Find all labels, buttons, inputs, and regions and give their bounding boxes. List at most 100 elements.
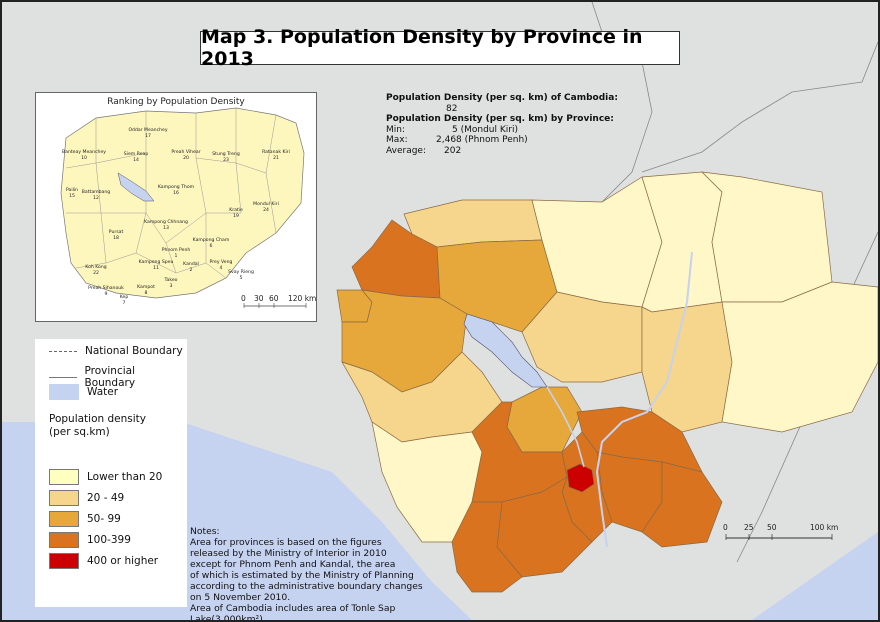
- main-scale-label-3: 100 km: [810, 523, 838, 532]
- inset-province-rank-9: 19: [233, 213, 239, 219]
- inset-province-name-22: Preah Sihanouk: [88, 285, 124, 291]
- note-line-6: on 5 November 2010.: [190, 592, 291, 603]
- note-line-5: according to the administrative boundary…: [190, 581, 423, 592]
- inset-province-rank-21: 8: [145, 290, 148, 296]
- inset-province-rank-14: 22: [93, 270, 99, 276]
- note-line-3: except for Phnom Penh and Kandal, the ar…: [190, 559, 396, 570]
- legend-density-title-2: (per sq.km): [49, 426, 110, 438]
- map-notes: Notes: Area for provinces is based on the…: [190, 526, 470, 622]
- inset-province-name-19: Svay Rieng: [228, 269, 254, 275]
- inset-province-name-11: Pursat: [109, 229, 124, 235]
- inset-province-rank-4: 23: [223, 157, 229, 163]
- inset-province-name-17: Kandal: [183, 261, 199, 267]
- inset-scale-bar: 0 30 60 120 km: [241, 294, 316, 308]
- note-line-0: Notes:: [190, 526, 220, 537]
- avg-label: Average:: [386, 145, 426, 156]
- legend-class-4: 400 or higher: [49, 553, 158, 569]
- inset-title: Ranking by Population Density: [107, 97, 245, 107]
- legend-swatch-4: [49, 553, 79, 569]
- national-boundary-symbol: [49, 350, 77, 352]
- inset-province-rank-5: 21: [273, 155, 279, 161]
- inset-scale-label-3: 120 km: [288, 294, 316, 303]
- province-kampong-chhnang: [506, 386, 583, 453]
- inset-province-rank-8: 16: [173, 190, 179, 196]
- inset-province-name-21: Kampot: [137, 284, 155, 290]
- inset-province-rank-12: 13: [163, 225, 169, 231]
- inset-province-rank-23: 7: [123, 300, 126, 306]
- inset-province-name-20: Takeo: [164, 277, 178, 283]
- inset-province-rank-17: 2: [190, 267, 193, 273]
- province-svay-rieng: [641, 461, 723, 548]
- map-title: Map 3. Population Density by Province in…: [200, 26, 680, 70]
- legend-swatch-2: [49, 511, 79, 527]
- province-density-label: Population Density (per sq. km) by Provi…: [386, 114, 614, 124]
- inset-province-name-16: Phnom Penh: [162, 247, 191, 253]
- province-mondul-kiri: [721, 281, 878, 433]
- provinces: [336, 171, 878, 593]
- legend-class-label-1: 20 - 49: [87, 492, 125, 504]
- legend-class-0: Lower than 20: [49, 469, 162, 485]
- legend-provincial-boundary: Provincial Boundary: [49, 365, 187, 389]
- inset-province-rank-3: 20: [183, 155, 189, 161]
- province-kratie: [641, 301, 733, 433]
- inset-province-name-8: Kampong Thom: [158, 184, 195, 190]
- note-line-4: of which is estimated by the Ministry of…: [190, 570, 414, 581]
- legend-density-title-1: Population density: [49, 413, 147, 425]
- provincial-boundary-symbol: [49, 376, 77, 378]
- inset-province-name-12: Kampong Chhnang: [144, 219, 188, 225]
- province-ratanak-kiri: [701, 171, 833, 303]
- legend-provincial-boundary-label: Provincial Boundary: [84, 365, 136, 389]
- inset-province-rank-15: 11: [153, 265, 159, 271]
- note-line-7: Area of Cambodia includes area of Tonle …: [190, 603, 396, 622]
- inset-province-name-23: Kep: [120, 294, 129, 300]
- legend-class-1: 20 - 49: [49, 490, 124, 506]
- mekong-river: [595, 251, 693, 548]
- legend-class-label-4: 400 or higher: [87, 555, 159, 567]
- inset-province-rank-22: 9: [105, 291, 108, 297]
- max-value: 2,468 (Phnom Penh): [436, 135, 528, 145]
- min-value: 5 (Mondul Kiri): [452, 124, 518, 135]
- inset-province-name-5: Ratanak Kiri: [262, 149, 290, 155]
- province-phnom-penh: [566, 463, 595, 493]
- inset-scale-label-0: 0: [241, 294, 246, 303]
- legend-swatch-3: [49, 532, 79, 548]
- inset-province-name-3: Preah Vihear: [171, 149, 200, 155]
- main-scale-bar: 0 25 50 100 km: [723, 523, 838, 540]
- map-legend: National Boundary Provincial Boundary Wa…: [35, 339, 187, 607]
- inset-province-name-13: Kampong Cham: [193, 237, 230, 243]
- avg-value: 202: [444, 145, 462, 156]
- inset-province-name-0: Oddar Meanchey: [128, 127, 167, 133]
- inset-province-rank-11: 18: [113, 235, 119, 241]
- province-oddar-meanchey: [403, 199, 543, 248]
- inset-province-rank-13: 6: [210, 243, 213, 249]
- inset-province-rank-20: 3: [170, 283, 173, 289]
- note-line-1: Area for provinces is based on the figur…: [190, 537, 382, 548]
- legend-class-2: 50- 99: [49, 511, 121, 527]
- inset-province-name-15: Kampong Speu: [139, 259, 174, 265]
- inset-province-lines: [65, 108, 277, 279]
- tonle-sap-lake: [463, 313, 548, 388]
- country-density-label: Population Density (per sq. km) of Cambo…: [386, 93, 618, 103]
- inset-province-rank-18: 4: [220, 265, 223, 271]
- legend-swatch-0: [49, 469, 79, 485]
- ranking-inset-map: Ranking by Population Density 0 30 60: [35, 92, 317, 322]
- legend-water: Water: [49, 384, 118, 400]
- tonle-sap-river: [546, 386, 585, 468]
- inset-scale-label-1: 30: [254, 294, 264, 303]
- inset-scale-label-2: 60: [269, 294, 279, 303]
- province-kampot: [451, 501, 523, 593]
- inset-province-name-7: Battambang: [82, 189, 111, 195]
- inset-lake: [117, 172, 155, 202]
- density-stats: Population Density (per sq. km) of Cambo…: [386, 93, 618, 156]
- legend-water-label: Water: [87, 386, 119, 398]
- max-label: Max:: [386, 135, 408, 145]
- inset-province-rank-2: 14: [133, 157, 139, 163]
- inset-province-rank-7: 12: [93, 195, 99, 201]
- inset-country-shape: [60, 107, 305, 299]
- inset-province-name-14: Koh Kong: [85, 264, 106, 270]
- inset-province-name-2: Siem Reap: [124, 151, 149, 157]
- inset-province-name-6: Pailin: [66, 187, 78, 193]
